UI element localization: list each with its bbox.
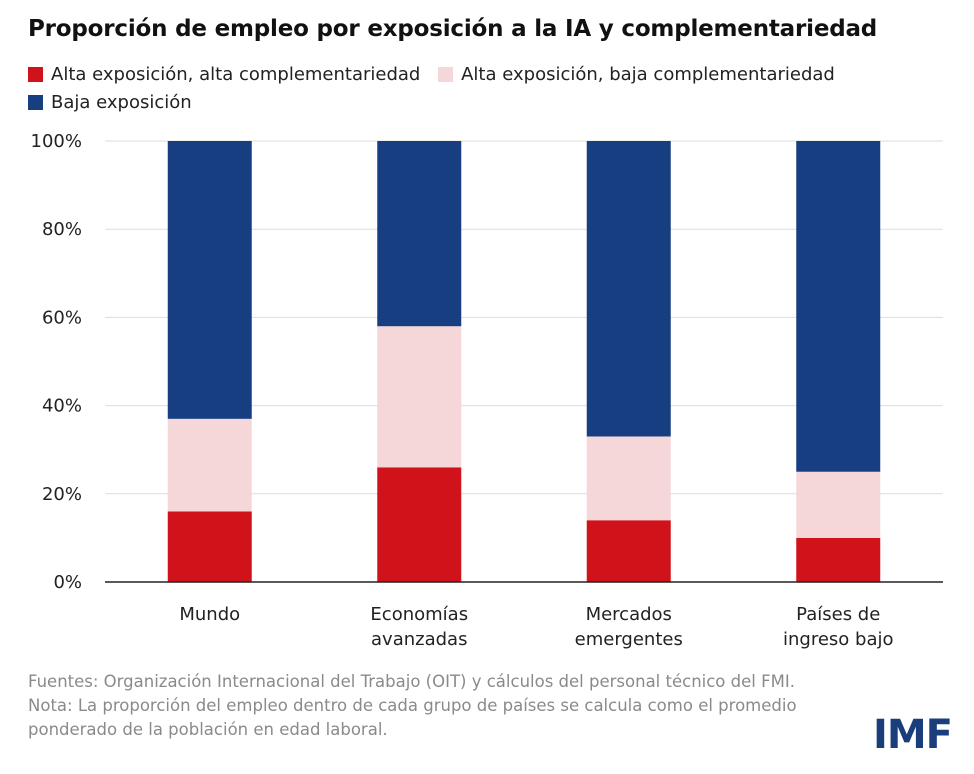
legend-swatch-low xyxy=(28,94,43,110)
bar-segment xyxy=(377,467,462,582)
bar-segment xyxy=(377,326,462,468)
x-tick-label: Mundo xyxy=(179,604,240,625)
legend-swatch-high-high xyxy=(28,66,43,82)
legend-swatch-high-low xyxy=(438,66,454,82)
legend-item-high-high: Alta exposición, alta complementariedad xyxy=(28,60,420,88)
bar-segment xyxy=(586,436,671,521)
bar-segment xyxy=(796,471,881,538)
bar-segment xyxy=(796,537,881,582)
bar-segment xyxy=(796,141,881,472)
x-tick-label: Economías xyxy=(370,604,468,625)
x-tick-label: Mercados xyxy=(586,604,672,625)
chart-notes: Fuentes: Organización Internacional del … xyxy=(28,670,858,742)
legend: Alta exposición, alta complementariedad … xyxy=(28,60,958,116)
chart-plot: 0% 20% 40% 60% 80% 100% Mundo Economías avanzada… xyxy=(31,131,943,650)
chart-title: Proporción de empleo por exposición a la… xyxy=(28,16,878,42)
bar-segment xyxy=(586,520,671,582)
method-note: Nota: La proporción del empleo dentro de… xyxy=(28,696,797,739)
y-tick-label: 20% xyxy=(42,484,82,505)
x-tick-label: ingreso bajo xyxy=(783,629,894,650)
x-tick-label: emergentes xyxy=(575,629,683,650)
y-tick-label: 80% xyxy=(42,219,82,240)
y-tick-label: 60% xyxy=(42,307,82,328)
y-tick-label: 100% xyxy=(31,131,82,152)
bar-segment xyxy=(167,511,252,582)
legend-label-high-low: Alta exposición, baja complementariedad xyxy=(461,63,835,85)
imf-logo: IMF xyxy=(872,712,953,758)
source-note: Fuentes: Organización Internacional del … xyxy=(28,672,795,691)
bar-segment xyxy=(586,141,671,437)
x-tick-label: Países de xyxy=(796,604,880,625)
bar-segment xyxy=(377,141,462,327)
legend-label-low: Baja exposición xyxy=(51,91,192,113)
legend-item-high-low: Alta exposición, baja complementariedad xyxy=(438,60,835,88)
y-tick-label: 40% xyxy=(42,396,82,417)
bar-segment xyxy=(167,418,252,512)
legend-label-high-high: Alta exposición, alta complementariedad xyxy=(51,63,421,85)
bar-segment xyxy=(167,141,252,419)
x-tick-label: avanzadas xyxy=(371,629,467,650)
y-tick-label: 0% xyxy=(53,572,82,593)
legend-item-low: Baja exposición xyxy=(28,88,192,116)
